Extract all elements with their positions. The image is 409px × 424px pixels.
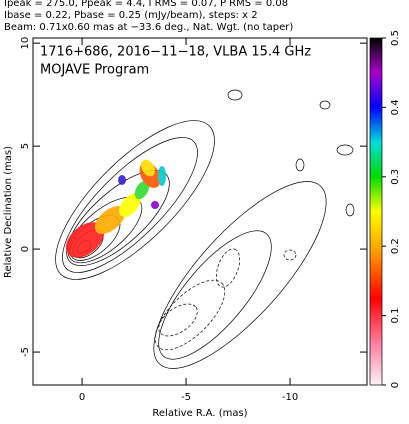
colorbar-tick-label: 0.2 xyxy=(390,238,401,254)
colorbar-tick-label: 0.4 xyxy=(390,99,401,115)
x-tick-label: -5 xyxy=(181,392,191,403)
colorbar-tick-label: 0.1 xyxy=(390,308,401,324)
colorbar-tick-label: 0 xyxy=(390,382,401,388)
contours xyxy=(55,89,355,369)
plot-subtitle: MOJAVE Program xyxy=(40,63,149,78)
colorbar-tick-label: 0.5 xyxy=(390,30,401,46)
y-tick-label: 10 xyxy=(20,37,31,50)
header-line: Ibase = 0.22, Pbase = 0.25 (mJy/beam), s… xyxy=(4,10,258,21)
header-line: Beam: 0.71x0.60 mas at −33.6 deg., Nat. … xyxy=(4,22,293,33)
y-axis-label: Relative Declination (mas) xyxy=(3,146,14,278)
plot-frame xyxy=(32,37,368,386)
header-line: Ipeak = 275.0, Ppeak = 4.4, I RMS = 0.07… xyxy=(4,0,288,9)
plot-title: 1716+686, 2016−11−18, VLBA 15.4 GHz xyxy=(40,45,311,60)
y-tick-label: -5 xyxy=(20,347,31,357)
x-tick-label: 0 xyxy=(79,392,85,403)
x-tick-label: -10 xyxy=(282,392,298,403)
polarization-fill xyxy=(65,159,166,258)
colorbar xyxy=(369,37,383,386)
y-tick-label: 5 xyxy=(20,143,31,149)
colorbar-tick-label: 0.3 xyxy=(390,169,401,185)
x-axis-label: Relative R.A. (mas) xyxy=(152,408,247,419)
y-tick-label: 0 xyxy=(20,246,31,252)
